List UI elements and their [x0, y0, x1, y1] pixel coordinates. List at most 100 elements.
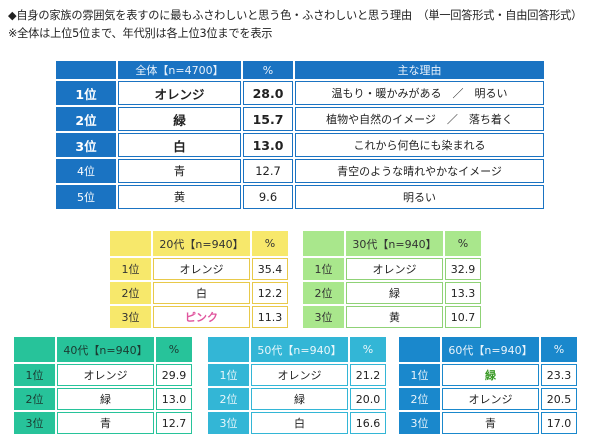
- color-cell: オレンジ: [153, 258, 250, 280]
- table-row: 3位 青 17.0: [399, 412, 577, 434]
- pct-cell: 12.2: [252, 282, 288, 304]
- color-cell: 緑: [118, 107, 241, 131]
- table-header-row: 40代【n=940】 %: [14, 337, 192, 362]
- color-header: 20代【n=940】: [153, 231, 250, 256]
- rank-cell: 2位: [110, 282, 151, 304]
- color-cell: 青: [57, 412, 154, 434]
- rank-header: [208, 337, 249, 362]
- color-cell: オレンジ: [57, 364, 154, 386]
- rank-header: [399, 337, 440, 362]
- pct-cell: 35.4: [252, 258, 288, 280]
- table-header-row: 60代【n=940】 %: [399, 337, 577, 362]
- table-row: 2位 白 12.2: [110, 282, 288, 304]
- age50-table: 50代【n=940】 % 1位 オレンジ 21.2 2位 緑 20.0 3位 白…: [206, 335, 388, 436]
- table-header-row: 全体【n=4700】 % 主な理由: [56, 61, 544, 79]
- rank-cell: 1位: [14, 364, 55, 386]
- pct-header: %: [156, 337, 192, 362]
- table-row: 1位 オレンジ 28.0 温もり・暖かみがある ／ 明るい: [56, 81, 544, 105]
- pct-cell: 10.7: [445, 306, 481, 328]
- pct-header: %: [252, 231, 288, 256]
- table-row: 2位 緑 15.7 植物や自然のイメージ ／ 落ち着く: [56, 107, 544, 131]
- rank-cell: 2位: [208, 388, 249, 410]
- age20-table: 20代【n=940】 % 1位 オレンジ 35.4 2位 白 12.2 3位 ピ…: [108, 229, 290, 330]
- table-row: 1位 オレンジ 32.9: [303, 258, 481, 280]
- pct-cell: 9.6: [243, 185, 293, 209]
- reason-cell: これから何色にも染まれる: [295, 133, 544, 157]
- pct-cell: 16.6: [350, 412, 386, 434]
- color-cell: 緑: [346, 282, 443, 304]
- pct-cell: 13.0: [243, 133, 293, 157]
- color-cell: 黄: [346, 306, 443, 328]
- color-cell: 緑: [251, 388, 348, 410]
- table-row: 4位 青 12.7 青空のような晴れやかなイメージ: [56, 159, 544, 183]
- color-header: 40代【n=940】: [57, 337, 154, 362]
- rank-cell: 3位: [110, 306, 151, 328]
- rank-cell: 4位: [56, 159, 116, 183]
- rank-cell: 2位: [399, 388, 440, 410]
- rank-cell: 1位: [399, 364, 440, 386]
- color-cell: 白: [118, 133, 241, 157]
- pct-cell: 32.9: [445, 258, 481, 280]
- pct-header: %: [445, 231, 481, 256]
- rank-cell: 3位: [303, 306, 344, 328]
- age40-table: 40代【n=940】 % 1位 オレンジ 29.9 2位 緑 13.0 3位 青…: [12, 335, 194, 436]
- reason-header: 主な理由: [295, 61, 544, 79]
- color-cell: 青: [118, 159, 241, 183]
- pct-cell: 15.7: [243, 107, 293, 131]
- table-row: 1位 オレンジ 29.9: [14, 364, 192, 386]
- pct-cell: 20.0: [350, 388, 386, 410]
- rank-cell: 1位: [303, 258, 344, 280]
- color-cell: ピンク: [153, 306, 250, 328]
- color-cell: オレンジ: [346, 258, 443, 280]
- pct-cell: 13.0: [156, 388, 192, 410]
- table-row: 2位 緑 13.0: [14, 388, 192, 410]
- pct-cell: 28.0: [243, 81, 293, 105]
- color-header: 50代【n=940】: [251, 337, 348, 362]
- table-row: 3位 黄 10.7: [303, 306, 481, 328]
- color-cell: 緑: [442, 364, 539, 386]
- rank-header: [56, 61, 116, 79]
- rank-cell: 2位: [14, 388, 55, 410]
- rank-header: [303, 231, 344, 256]
- age30-table: 30代【n=940】 % 1位 オレンジ 32.9 2位 緑 13.3 3位 黄…: [301, 229, 483, 330]
- rank-cell: 1位: [110, 258, 151, 280]
- pct-cell: 12.7: [156, 412, 192, 434]
- pct-cell: 23.3: [541, 364, 577, 386]
- color-header: 全体【n=4700】: [118, 61, 241, 79]
- table-row: 5位 黄 9.6 明るい: [56, 185, 544, 209]
- rank-cell: 1位: [208, 364, 249, 386]
- pct-cell: 12.7: [243, 159, 293, 183]
- rank-cell: 5位: [56, 185, 116, 209]
- color-header: 60代【n=940】: [442, 337, 539, 362]
- color-cell: 白: [153, 282, 250, 304]
- reason-cell: 明るい: [295, 185, 544, 209]
- pct-header: %: [541, 337, 577, 362]
- rank-cell: 1位: [56, 81, 116, 105]
- pct-cell: 29.9: [156, 364, 192, 386]
- reason-cell: 青空のような晴れやかなイメージ: [295, 159, 544, 183]
- color-cell: 緑: [57, 388, 154, 410]
- color-cell: 黄: [118, 185, 241, 209]
- color-cell: 白: [251, 412, 348, 434]
- rank-cell: 2位: [56, 107, 116, 131]
- pct-cell: 11.3: [252, 306, 288, 328]
- color-cell: オレンジ: [251, 364, 348, 386]
- pct-cell: 13.3: [445, 282, 481, 304]
- table-header-row: 30代【n=940】 %: [303, 231, 481, 256]
- table-row: 1位 オレンジ 21.2: [208, 364, 386, 386]
- page-title: ◆自身の家族の雰囲気を表すのに最もふさわしいと思う色・ふさわしいと思う理由 （単…: [8, 9, 583, 22]
- color-header: 30代【n=940】: [346, 231, 443, 256]
- rank-cell: 3位: [56, 133, 116, 157]
- table-row: 2位 緑 20.0: [208, 388, 386, 410]
- table-header-row: 20代【n=940】 %: [110, 231, 288, 256]
- age60-table: 60代【n=940】 % 1位 緑 23.3 2位 オレンジ 20.5 3位 青…: [397, 335, 579, 436]
- table-header-row: 50代【n=940】 %: [208, 337, 386, 362]
- reason-cell: 温もり・暖かみがある ／ 明るい: [295, 81, 544, 105]
- color-cell: オレンジ: [118, 81, 241, 105]
- pct-header: %: [243, 61, 293, 79]
- rank-header: [14, 337, 55, 362]
- table-row: 2位 緑 13.3: [303, 282, 481, 304]
- rank-cell: 3位: [399, 412, 440, 434]
- rank-cell: 2位: [303, 282, 344, 304]
- pct-cell: 17.0: [541, 412, 577, 434]
